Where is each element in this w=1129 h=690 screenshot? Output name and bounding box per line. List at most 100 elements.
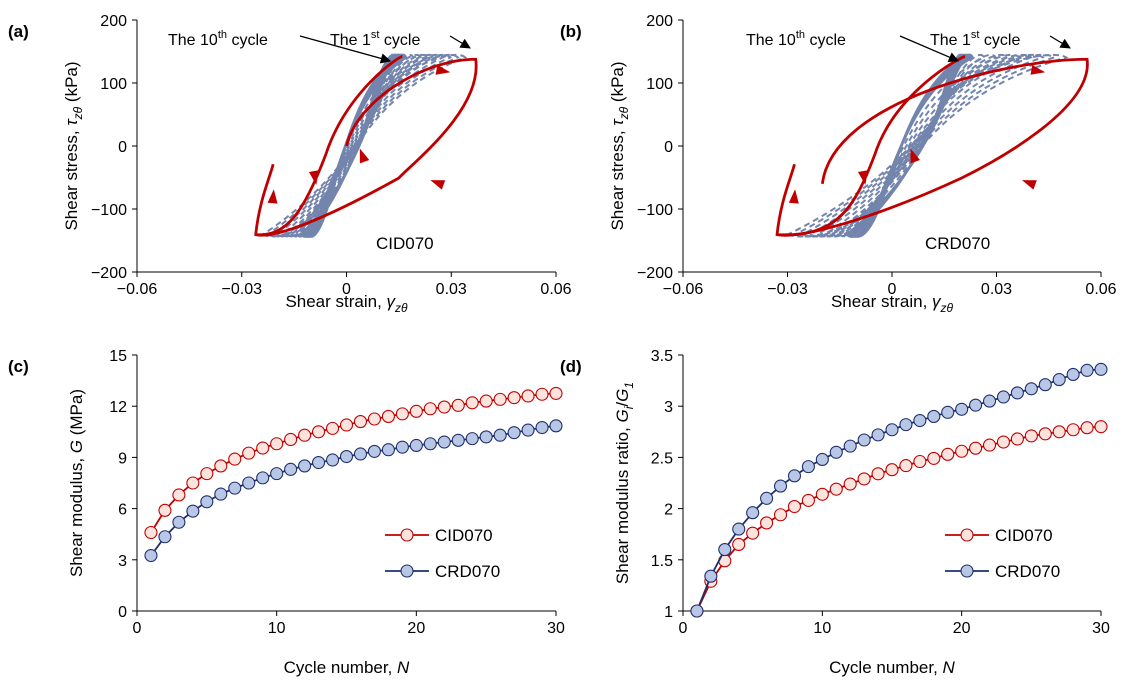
data-point-crd070	[843, 439, 857, 453]
series-line-cid070	[696, 425, 1102, 612]
shear-modulus-chart: (c) 0 10 20 30 0 3 6 9 12 15 CID070 CRD070 Cycle numb…	[8, 348, 565, 677]
x-axis-subscript: zθ	[940, 301, 954, 315]
final-cycle-loop	[306, 53, 397, 238]
leader-1st-cycle	[1049, 35, 1071, 49]
annotation-10th-cycle: The 10th cycle	[746, 29, 846, 49]
data-point-crd070	[437, 435, 451, 449]
y-tick-label: 6	[118, 502, 127, 519]
leader-10th-cycle	[299, 35, 392, 64]
data-point-crd070	[801, 460, 815, 474]
data-point-crd070	[927, 409, 941, 423]
x-tick-label: 0	[888, 281, 897, 298]
legend-marker	[400, 564, 414, 578]
data-point-crd070	[423, 437, 437, 451]
data-point-crd070	[718, 543, 732, 557]
later-cycle-loop	[784, 53, 1069, 238]
data-point-cid070	[521, 389, 535, 403]
annotation-text: The 1	[330, 32, 371, 49]
data-point-cid070	[479, 394, 493, 408]
y-axis-title: Shear stress, τzθ (kPa)	[62, 61, 85, 230]
data-point-cid070	[732, 537, 746, 551]
x-tick-label: 0	[342, 281, 351, 298]
direction-arrow	[430, 180, 446, 190]
series-line-crd070	[150, 424, 557, 557]
data-point-crd070	[1052, 373, 1066, 387]
data-point-crd070	[1038, 378, 1052, 392]
data-point-crd070	[732, 522, 746, 536]
x-axis-symbol: γ	[932, 292, 942, 311]
hysteresis-chart-a: (a) −0.06 −0.03 0 0.03 0.06 −200 −100 0 100 200 The…	[8, 13, 572, 315]
data-point-cid070	[760, 516, 774, 530]
x-axis-title: Shear strain, γzθ	[285, 292, 408, 315]
x-tick-label: 10	[268, 620, 286, 637]
y-axis-unit: (kPa)	[608, 61, 627, 106]
x-tick-label: −0.03	[767, 281, 808, 298]
data-point-cid070	[1094, 420, 1108, 434]
data-point-cid070	[871, 467, 885, 481]
first-cycle-curve	[775, 57, 1089, 237]
y-tick-label: 0	[118, 139, 127, 156]
data-point-crd070	[955, 402, 969, 416]
x-axis-title: Cycle number, N	[284, 658, 410, 677]
later-cycle-loop	[289, 53, 423, 238]
data-point-crd070	[969, 398, 983, 412]
y-tick-label: 1.5	[651, 553, 673, 570]
first-cycle-reload	[255, 55, 403, 237]
data-point-crd070	[465, 432, 479, 446]
data-point-cid070	[186, 476, 200, 490]
series-line-cid070	[150, 392, 557, 533]
y-axis-symbol: G	[67, 440, 86, 453]
y-tick-label: 0	[664, 139, 673, 156]
data-point-crd070	[493, 428, 507, 442]
data-point-cid070	[982, 438, 997, 452]
panel-label: (c)	[8, 357, 29, 376]
y-axis-title: Shear stress, τzθ (kPa)	[608, 61, 631, 230]
x-tick-label: 0.06	[1085, 281, 1116, 298]
y-axis-subscript: 1	[622, 382, 636, 389]
data-point-cid070	[549, 386, 563, 400]
later-cycle-loop	[265, 53, 460, 238]
later-cycle-loop	[830, 53, 998, 238]
x-tick-label: 0.03	[436, 281, 467, 298]
y-axis-unit: (kPa)	[62, 61, 81, 106]
data-point-crd070	[871, 428, 885, 442]
data-point-crd070	[353, 447, 368, 461]
direction-arrow	[857, 170, 868, 185]
x-axis-symbol: N	[397, 658, 410, 677]
data-point-cid070	[395, 407, 409, 421]
data-point-cid070	[451, 398, 465, 412]
data-point-cid070	[353, 415, 368, 429]
data-point-crd070	[829, 445, 843, 459]
modulus-ratio-chart: (d) 0 10 20 30 1 1.5 2 2.5 3 3.5 CID070 CRD070 Cycle …	[560, 348, 1110, 677]
data-point-crd070	[228, 481, 242, 495]
data-point-crd070	[885, 423, 899, 437]
x-axis-title: Cycle number, N	[829, 658, 955, 677]
data-point-cid070	[214, 459, 228, 473]
data-point-cid070	[1080, 421, 1094, 435]
x-tick-label: 10	[813, 620, 831, 637]
data-point-cid070	[773, 508, 788, 522]
data-point-cid070	[158, 503, 172, 517]
data-point-cid070	[423, 402, 437, 416]
data-point-crd070	[186, 504, 200, 518]
y-tick-label: 9	[118, 450, 127, 467]
annotation-1st-cycle: The 1st cycle	[930, 29, 1020, 49]
data-point-crd070	[787, 469, 802, 483]
data-point-cid070	[256, 441, 270, 455]
data-point-cid070	[1038, 427, 1052, 441]
x-axis-symbol: γ	[387, 292, 397, 311]
data-point-crd070	[284, 462, 298, 476]
data-point-crd070	[1010, 386, 1024, 400]
x-tick-label: −0.06	[663, 281, 704, 298]
x-tick-label: 20	[407, 620, 425, 637]
data-point-crd070	[270, 467, 284, 481]
y-tick-label: 100	[100, 76, 127, 93]
data-point-crd070	[339, 449, 354, 464]
annotation-tail: cycle	[227, 32, 268, 49]
data-point-cid070	[829, 482, 843, 496]
y-tick-label: 200	[646, 13, 673, 30]
y-tick-label: −200	[637, 265, 673, 282]
x-tick-label: 0	[133, 620, 142, 637]
y-tick-label: 12	[109, 399, 127, 416]
data-point-crd070	[325, 453, 340, 467]
